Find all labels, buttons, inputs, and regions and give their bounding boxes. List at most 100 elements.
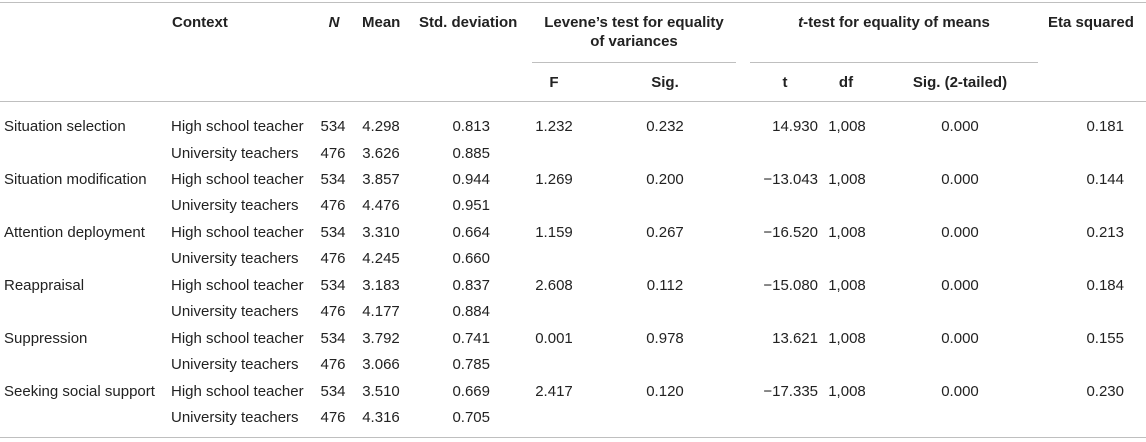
levene-rule — [532, 62, 736, 63]
context-cell: University teachers — [171, 303, 299, 320]
sig2-cell: 0.000 — [941, 224, 979, 241]
f-cell: 2.417 — [535, 383, 573, 400]
header-n-text: N — [328, 14, 340, 31]
row-label: Suppression — [4, 330, 88, 347]
header-ttest: t-test for equality of means — [750, 13, 1038, 32]
sig2-cell: 0.000 — [941, 171, 979, 188]
t-cell: −17.335 — [763, 383, 818, 400]
mean-cell: 3.510 — [362, 383, 400, 400]
eta-cell: 0.213 — [1086, 224, 1124, 241]
mean-cell: 3.310 — [362, 224, 400, 241]
df-cell: 1,008 — [828, 224, 866, 241]
sd-cell: 0.785 — [452, 356, 490, 373]
sd-cell: 0.884 — [452, 303, 490, 320]
mean-cell: 4.316 — [362, 409, 400, 426]
f-cell: 1.269 — [535, 171, 573, 188]
header-sig: Sig. — [651, 74, 679, 91]
sig-cell: 0.120 — [646, 383, 684, 400]
df-cell: 1,008 — [828, 171, 866, 188]
context-cell: University teachers — [171, 250, 299, 267]
eta-cell: 0.184 — [1086, 277, 1124, 294]
bottom-rule — [0, 437, 1146, 438]
mean-cell: 3.792 — [362, 330, 400, 347]
top-rule — [0, 2, 1146, 3]
n-cell: 476 — [320, 409, 346, 426]
f-cell: 1.159 — [535, 224, 573, 241]
header-levene-line2: of variances — [590, 33, 678, 50]
n-cell: 476 — [320, 356, 346, 373]
mean-cell: 3.857 — [362, 171, 400, 188]
context-cell: University teachers — [171, 145, 299, 162]
sig2-cell: 0.000 — [941, 118, 979, 135]
sig2-cell: 0.000 — [941, 277, 979, 294]
context-cell: High school teacher — [171, 118, 304, 135]
row-label: Reappraisal — [4, 277, 85, 294]
sig-cell: 0.267 — [646, 224, 684, 241]
f-cell: 2.608 — [535, 277, 573, 294]
sd-cell: 0.741 — [452, 330, 490, 347]
n-cell: 476 — [320, 145, 346, 162]
header-f: F — [549, 74, 559, 91]
header-ttest-rest: -test for equality of means — [803, 14, 990, 31]
mean-cell: 3.626 — [362, 145, 400, 162]
header-eta: Eta squared — [1048, 14, 1134, 31]
sig-cell: 0.112 — [646, 277, 684, 294]
n-cell: 476 — [320, 303, 346, 320]
n-cell: 534 — [320, 224, 346, 241]
sd-cell: 0.705 — [452, 409, 490, 426]
sd-cell: 0.664 — [452, 224, 490, 241]
sd-cell: 0.669 — [452, 383, 490, 400]
header-sig2: Sig. (2-tailed) — [912, 74, 1008, 91]
t-cell: −15.080 — [763, 277, 818, 294]
eta-cell: 0.230 — [1086, 383, 1124, 400]
sd-cell: 0.660 — [452, 250, 490, 267]
eta-cell: 0.181 — [1086, 118, 1124, 135]
sd-cell: 0.837 — [452, 277, 490, 294]
f-cell: 0.001 — [535, 330, 573, 347]
sig2-cell: 0.000 — [941, 383, 979, 400]
sig2-cell: 0.000 — [941, 330, 979, 347]
header-levene: Levene’s test for equality of variances — [532, 13, 736, 51]
f-cell: 1.232 — [535, 118, 573, 135]
context-cell: High school teacher — [171, 171, 304, 188]
mean-cell: 4.177 — [362, 303, 400, 320]
eta-cell: 0.144 — [1086, 171, 1124, 188]
sig-cell: 0.978 — [646, 330, 684, 347]
n-cell: 476 — [320, 250, 346, 267]
context-cell: High school teacher — [171, 224, 304, 241]
mean-cell: 4.298 — [362, 118, 400, 135]
mean-cell: 4.476 — [362, 197, 400, 214]
sig-cell: 0.232 — [646, 118, 684, 135]
row-label: Seeking social support — [4, 383, 155, 400]
n-cell: 534 — [320, 277, 346, 294]
n-cell: 476 — [320, 197, 346, 214]
sd-cell: 0.813 — [452, 118, 490, 135]
mean-cell: 3.066 — [362, 356, 400, 373]
n-cell: 534 — [320, 383, 346, 400]
mean-cell: 4.245 — [362, 250, 400, 267]
df-cell: 1,008 — [828, 118, 866, 135]
mean-cell: 3.183 — [362, 277, 400, 294]
eta-cell: 0.155 — [1086, 330, 1124, 347]
sig-cell: 0.200 — [646, 171, 684, 188]
n-cell: 534 — [320, 330, 346, 347]
context-cell: University teachers — [171, 409, 299, 426]
row-label: Situation modification — [4, 171, 147, 188]
context-cell: University teachers — [171, 356, 299, 373]
header-mean: Mean — [362, 14, 401, 31]
t-cell: 14.930 — [772, 118, 818, 135]
df-cell: 1,008 — [828, 277, 866, 294]
row-label: Situation selection — [4, 118, 126, 135]
row-label: Attention deployment — [4, 224, 145, 241]
header-df: df — [838, 74, 854, 91]
t-cell: 13.621 — [772, 330, 818, 347]
header-n: N — [322, 13, 346, 32]
header-std: Std. deviation — [419, 14, 518, 31]
n-cell: 534 — [320, 171, 346, 188]
context-cell: High school teacher — [171, 383, 304, 400]
t-cell: −13.043 — [763, 171, 818, 188]
sd-cell: 0.944 — [452, 171, 490, 188]
ttest-rule — [750, 62, 1038, 63]
header-context: Context — [172, 14, 228, 31]
